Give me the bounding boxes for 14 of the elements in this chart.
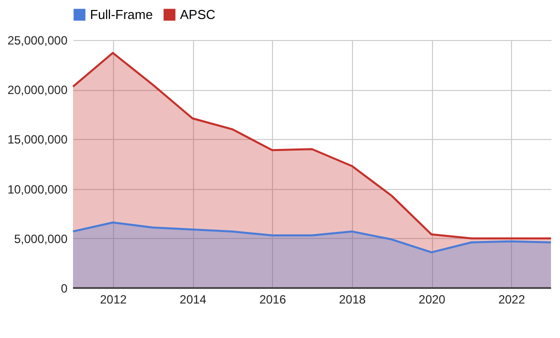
legend-label: APSC	[180, 6, 216, 22]
y-tick-label: 10,000,000	[7, 182, 68, 196]
y-tick-label: 20,000,000	[7, 83, 68, 98]
y-tick-label: 15,000,000	[7, 132, 68, 147]
legend-label: Full-Frame	[90, 6, 153, 22]
x-tick-label: 2018	[338, 292, 366, 306]
x-tick-label: 2016	[259, 292, 286, 306]
y-tick-label: 0	[60, 282, 68, 296]
x-tick-label: 2020	[418, 292, 446, 306]
x-tick-label: 2014	[180, 292, 207, 306]
x-tick-label: 2012	[100, 292, 128, 306]
y-tick-label: 5,000,000	[14, 232, 68, 246]
x-tick-label: 2022	[498, 292, 526, 306]
y-tick-label: 25,000,000	[7, 34, 68, 48]
